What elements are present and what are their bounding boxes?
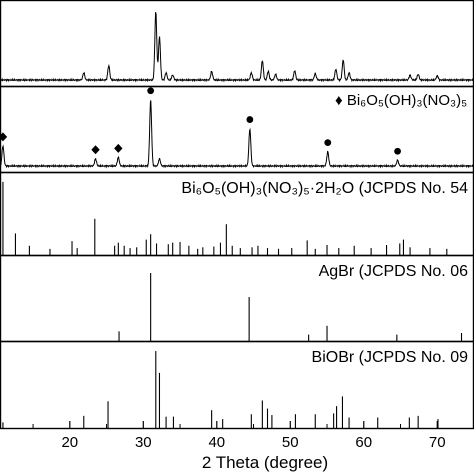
peak-marker-circle [324, 139, 332, 147]
peak-marker-diamond [114, 143, 123, 153]
x-tick-label: 50 [282, 434, 299, 451]
x-tick-label: 60 [355, 434, 372, 451]
panel-0 [0, 0, 474, 88]
panel-1: ♦ Bi₆O₅(OH)₃(NO₃)₅ [0, 85, 474, 174]
panel-legend: ♦ Bi₆O₅(OH)₃(NO₃)₅ [335, 92, 467, 109]
x-tick-label: 70 [429, 434, 446, 451]
reference-label: BiOBr (JCPDS No. 09 [312, 349, 469, 366]
xrd-pattern-line [0, 100, 474, 169]
peak-marker-diamond [91, 145, 100, 155]
panel-4: BiOBr (JCPDS No. 09 [0, 340, 474, 430]
x-axis: 20 30 40 50 60 70 [32, 421, 474, 451]
peak-marker-diamond [0, 132, 8, 142]
peak-marker-circle [147, 87, 155, 95]
x-tick-label: 20 [61, 434, 78, 451]
peak-marker-circle [246, 116, 254, 123]
x-tick-label: 40 [208, 434, 225, 451]
xrd-pattern-line [0, 11, 474, 83]
x-tick-label: 30 [135, 434, 152, 451]
reference-label: AgBr (JCPDS No. 06 [319, 263, 468, 280]
panel-2: Bi₆O₅(OH)₃(NO₃)₅·2H₂O (JCPDS No. 54 [0, 171, 474, 257]
panel-frame [0, 0, 474, 88]
panel-3: AgBr (JCPDS No. 06 [0, 254, 474, 343]
x-axis-label: 2 Theta (degree) [202, 453, 328, 472]
peak-marker-circle [394, 147, 401, 155]
reference-label: Bi₆O₅(OH)₃(NO₃)₅·2H₂O (JCPDS No. 54 [181, 180, 468, 197]
